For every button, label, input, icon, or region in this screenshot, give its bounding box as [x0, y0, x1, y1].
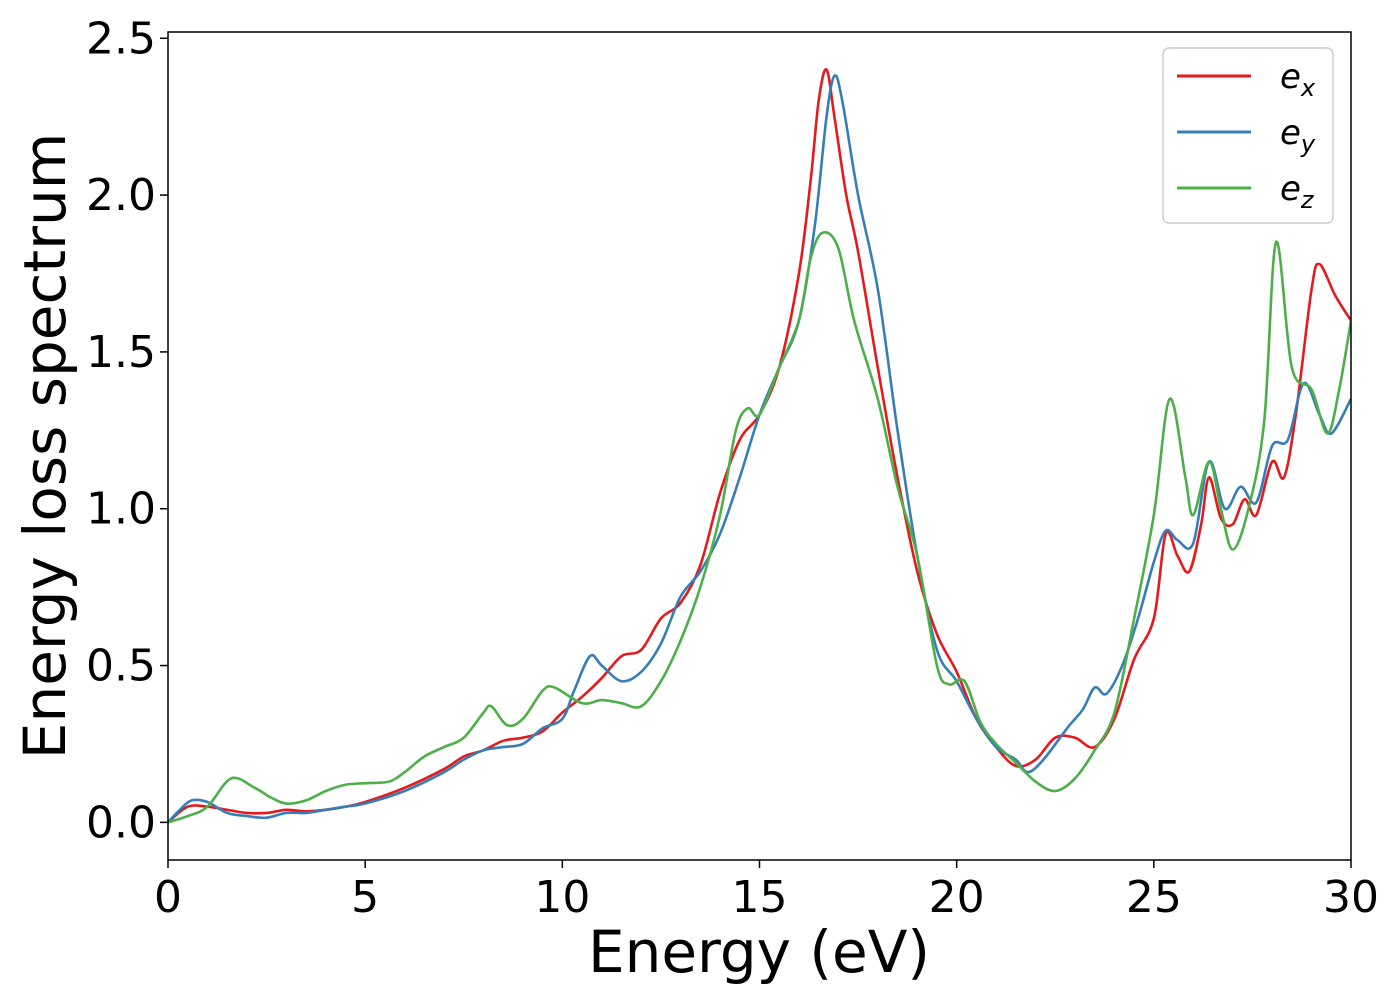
- x-tick-label: 20: [929, 872, 985, 923]
- y-axis-title: Energy loss spectrum: [11, 133, 79, 759]
- series-line-x: [168, 68, 1351, 824]
- legend-box: [1162, 47, 1334, 224]
- x-tick-label: 15: [732, 872, 788, 923]
- y-tick-label: 0.5: [86, 641, 156, 692]
- legend: ex ey ez: [1162, 47, 1334, 224]
- y-tick-label: 2.0: [86, 170, 156, 221]
- legend-label-x: ex: [1280, 57, 1316, 102]
- x-tick-label: 25: [1126, 872, 1182, 923]
- y-axis-ticks: 0.0 0.5 1.0 1.5 2.0 2.5: [86, 13, 168, 848]
- y-tick-label: 1.5: [86, 327, 156, 378]
- legend-label-y: ey: [1280, 113, 1316, 158]
- series-line-y: [168, 74, 1351, 824]
- x-tick-label: 30: [1323, 872, 1379, 923]
- x-tick-label: 10: [534, 872, 590, 923]
- plot-area: [168, 32, 1351, 860]
- x-axis-ticks: 0 5 10 15 20 25 30: [154, 860, 1379, 923]
- legend-label-z: ez: [1280, 169, 1315, 214]
- series-line-z: [168, 231, 1351, 824]
- y-tick-label: 2.5: [86, 13, 156, 64]
- series-layer: [168, 68, 1351, 824]
- x-tick-label: 5: [351, 872, 379, 923]
- y-tick-label: 0.0: [86, 797, 156, 848]
- y-tick-label: 1.0: [86, 484, 156, 535]
- x-tick-label: 0: [154, 872, 182, 923]
- x-axis-title: Energy (eV): [588, 918, 930, 986]
